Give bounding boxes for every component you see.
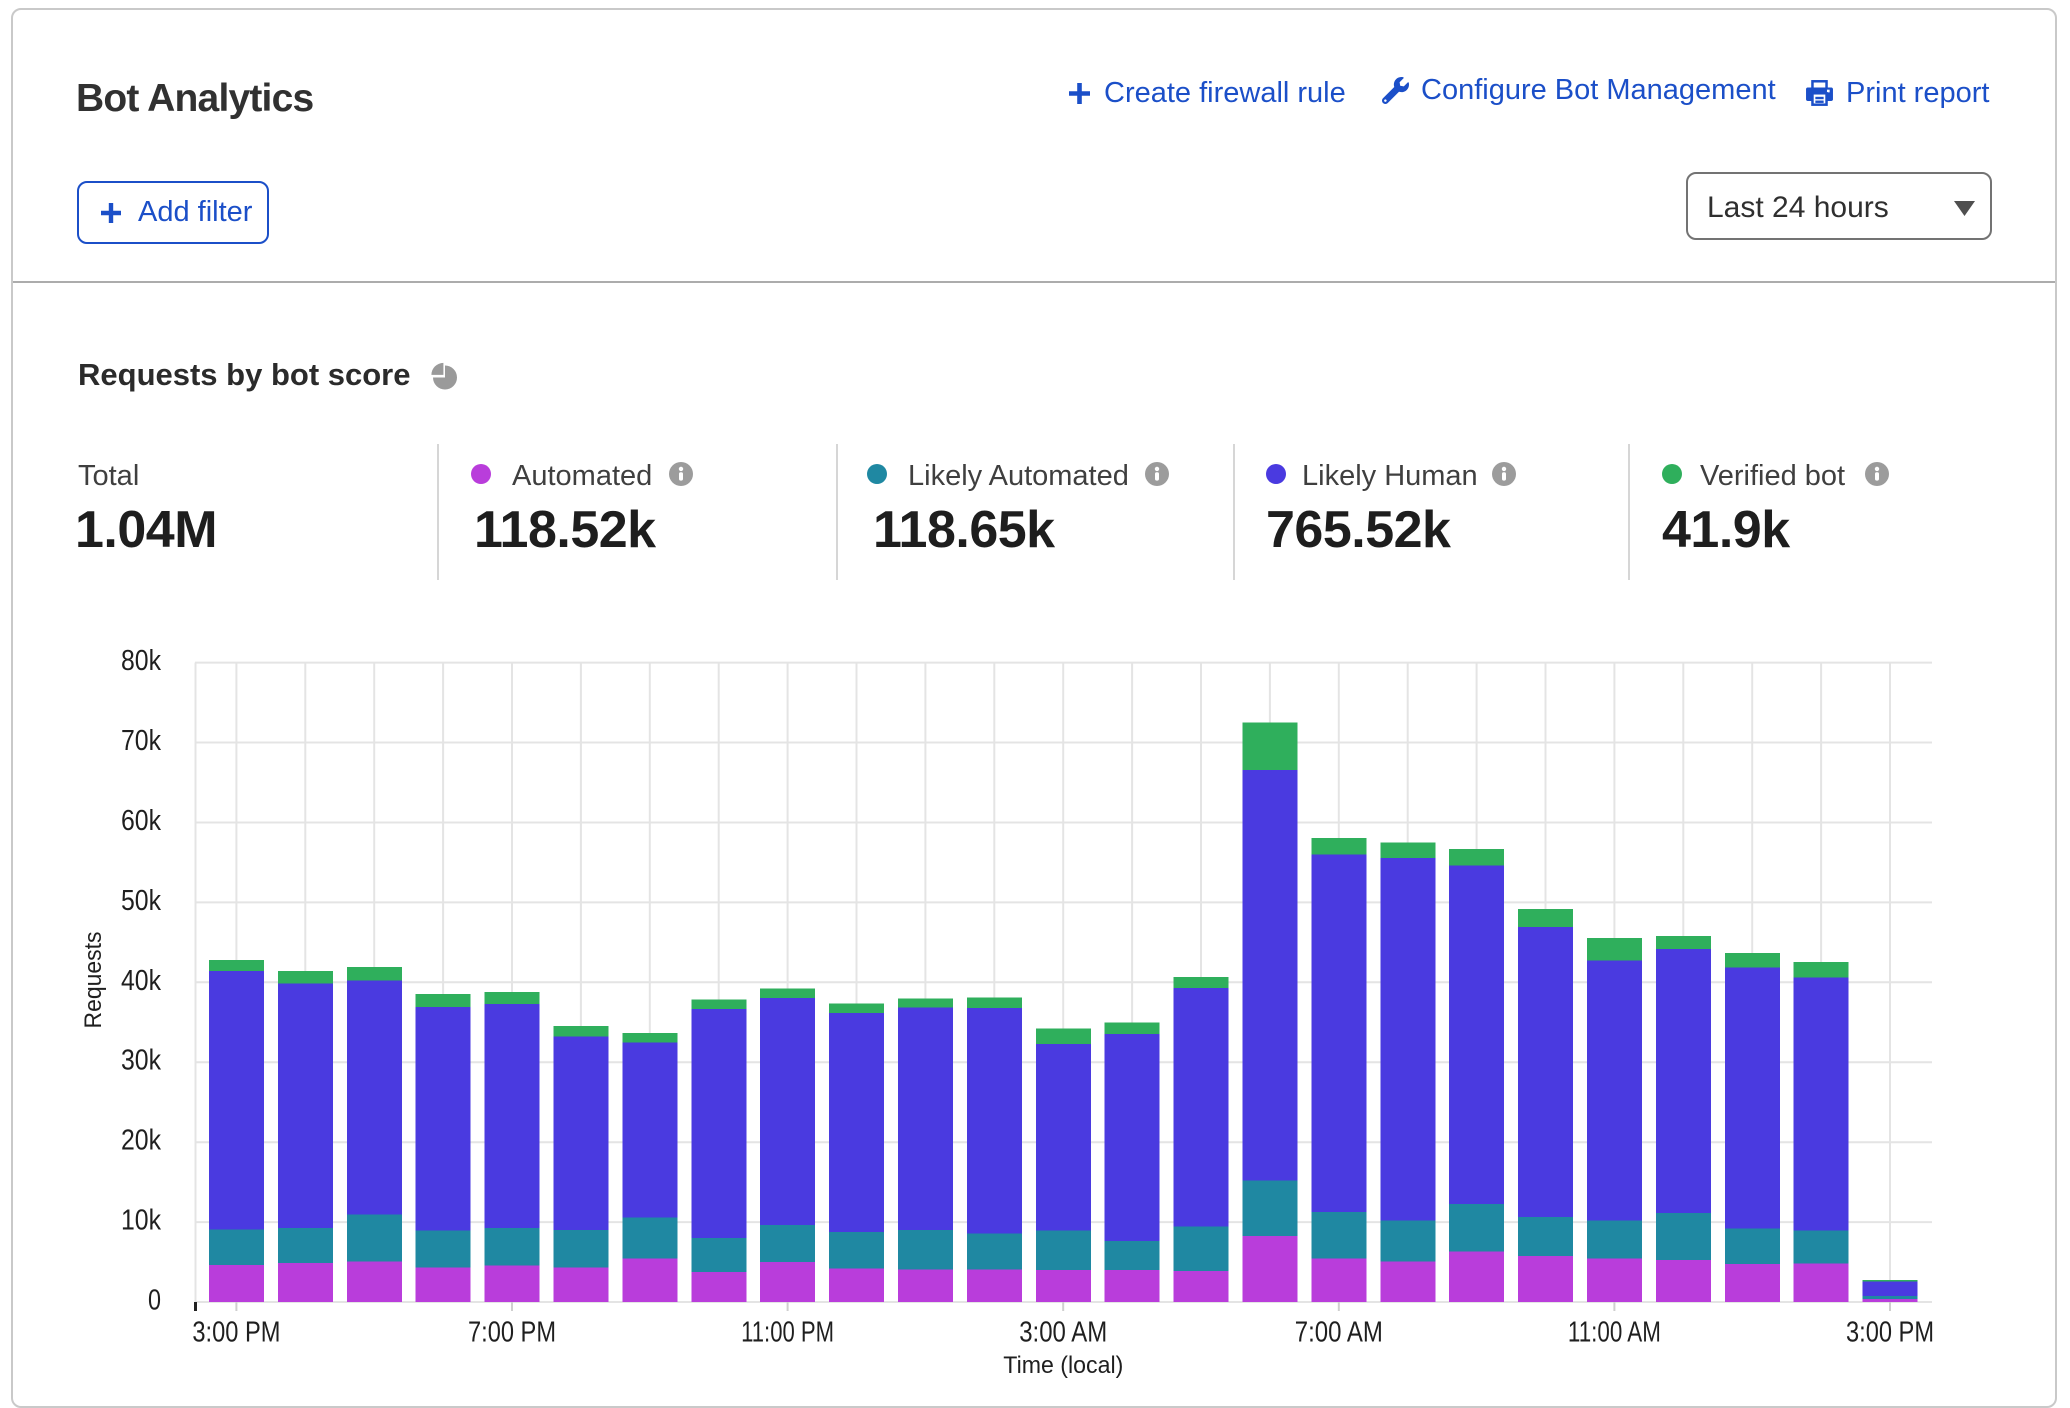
svg-text:11:00 PM: 11:00 PM [741, 1317, 834, 1349]
svg-text:7:00 PM: 7:00 PM [468, 1317, 556, 1349]
svg-text:7:00 AM: 7:00 AM [1295, 1317, 1383, 1349]
svg-text:Requests: Requests [80, 932, 107, 1029]
svg-text:20k: 20k [121, 1125, 161, 1157]
svg-text:3:00 PM: 3:00 PM [1846, 1317, 1934, 1349]
svg-text:3:00 AM: 3:00 AM [1019, 1317, 1107, 1349]
svg-text:3:00 PM: 3:00 PM [192, 1317, 280, 1349]
svg-text:11:00 AM: 11:00 AM [1568, 1317, 1661, 1349]
svg-text:0: 0 [148, 1285, 161, 1317]
svg-text:80k: 80k [121, 645, 161, 677]
svg-text:60k: 60k [121, 805, 161, 837]
svg-text:10k: 10k [121, 1205, 161, 1237]
svg-text:40k: 40k [121, 965, 161, 997]
svg-text:50k: 50k [121, 885, 161, 917]
svg-text:70k: 70k [121, 725, 161, 757]
svg-text:30k: 30k [121, 1045, 161, 1077]
svg-text:Time (local): Time (local) [1003, 1352, 1123, 1379]
